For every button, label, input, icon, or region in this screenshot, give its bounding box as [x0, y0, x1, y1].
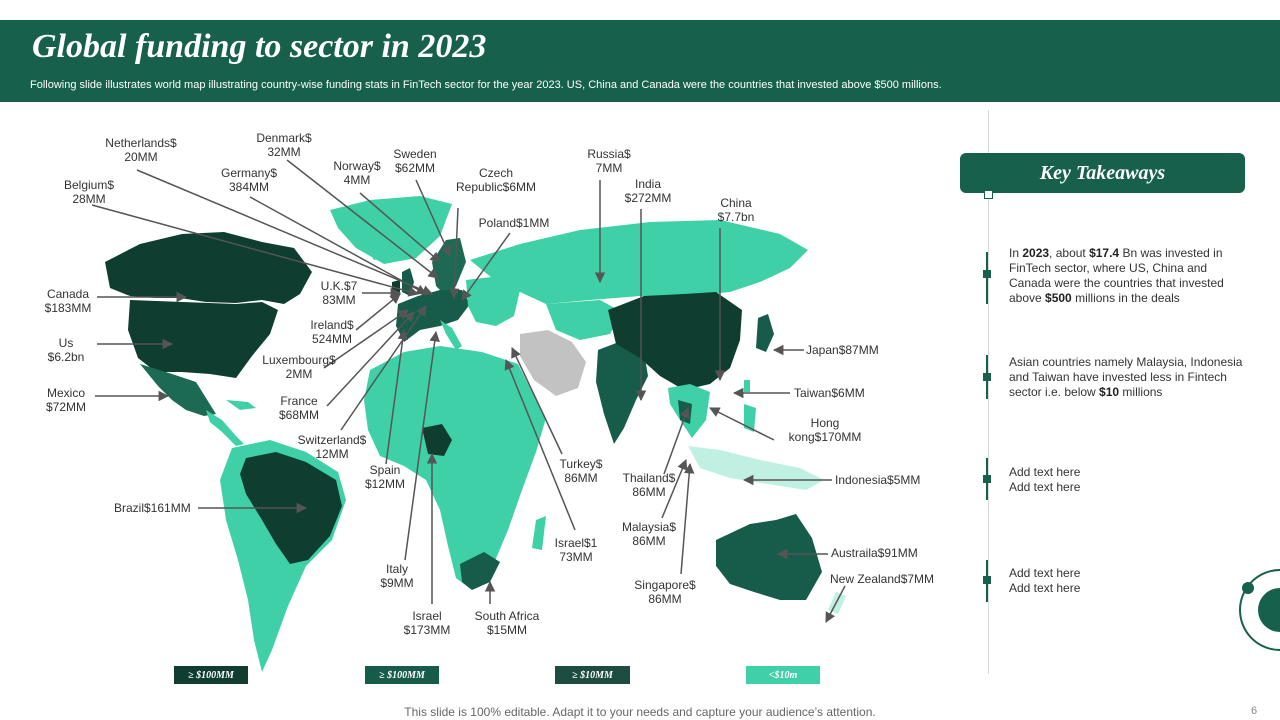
label-mexico: Mexico $72MM [45, 386, 87, 414]
label-hongkong: Hong kong$170MM [788, 416, 862, 444]
takeaway-4: Add text here Add text here [1009, 566, 1081, 595]
label-ireland: Ireland$ 524MM [310, 318, 354, 346]
africa-shape [364, 346, 546, 590]
nigeria-shape [422, 424, 452, 456]
label-brazil: Brazil$161MM [114, 501, 191, 515]
ireland-shape [392, 280, 400, 292]
label-new-zealand: New Zealand$7MM [830, 572, 935, 586]
timeline-dot-3 [983, 475, 991, 483]
greenland-shape [330, 196, 452, 264]
label-russia: Russia$ 7MM [587, 147, 631, 175]
label-norway: Norway$ 4MM [333, 159, 381, 187]
label-italy: Italy $9MM [380, 562, 414, 590]
label-australia: Austraila$91MM [831, 546, 918, 560]
label-switzerland: Switzerland$ 12MM [297, 433, 367, 461]
legend-item-4: <$10m [746, 666, 820, 684]
australia-shape [716, 514, 822, 600]
south-africa-shape [460, 552, 500, 590]
takeaway-1: In 2023, about $17.4 Bn was invested in … [1009, 246, 1224, 305]
taiwan-shape [744, 380, 750, 392]
new-zealand-shape [828, 592, 846, 614]
world-map [91, 159, 846, 672]
header-bar: Global funding to sector in 2023 Followi… [0, 20, 1280, 102]
takeaway-3: Add text here Add text here [1009, 465, 1081, 494]
label-belgium: Belgium$ 28MM [63, 178, 115, 206]
legend-item-2: ≥ $100MM [365, 666, 439, 684]
label-france: France $68MM [278, 394, 320, 422]
scandinavia-shape [432, 238, 466, 296]
legend-item-1: ≥ $100MM [174, 666, 248, 684]
takeaway-2: Asian countries namely Malaysia, Indones… [1009, 355, 1243, 399]
label-singapore: Singapore$ 86MM [634, 578, 696, 606]
philippines-shape [744, 404, 756, 432]
label-japan: Japan$87MM [806, 343, 879, 357]
thailand-shape [678, 400, 692, 424]
central-america-shape [206, 410, 244, 446]
label-uk: U.K.$7 83MM [320, 279, 358, 307]
canada-shape [105, 232, 312, 304]
label-sweden: Sweden $62MM [393, 147, 437, 175]
legend-item-3: ≥ $10MM [555, 666, 630, 684]
label-turkey: Turkey$ 86MM [559, 457, 603, 485]
decorative-circle [1239, 569, 1280, 651]
caribbean-shape [226, 400, 256, 410]
usa-shape [128, 300, 278, 378]
india-shape [596, 340, 648, 444]
label-luxembourg: Luxembourg$ 2MM [262, 353, 336, 381]
russia-shape [470, 220, 808, 304]
central-asia-shape [546, 300, 622, 340]
label-germany: Germany$ 384MM [220, 166, 278, 194]
label-denmark: Denmark$ 32MM [256, 131, 312, 159]
japan-shape [756, 314, 774, 352]
label-israel-2: Israel $173MM [403, 609, 451, 637]
label-south-africa: South Africa $15MM [474, 609, 540, 637]
timeline-dot-2 [983, 373, 991, 381]
slide-title: Global funding to sector in 2023 [32, 28, 487, 65]
key-takeaways-header: Key Takeaways [960, 153, 1245, 193]
label-thailand: Thailand$ 86MM [622, 471, 676, 499]
label-malaysia: Malaysia$ 86MM [621, 520, 677, 548]
label-czech: Czech Republic$6MM [455, 166, 537, 194]
label-indonesia: Indonesia$5MM [835, 473, 921, 487]
madagascar-shape [532, 516, 546, 550]
italy-shape [440, 320, 462, 350]
label-us: Us $6.2bn [47, 336, 85, 364]
label-spain: Spain $12MM [364, 463, 406, 491]
timeline-bar-1 [986, 252, 988, 304]
label-taiwan: Taiwan$6MM [794, 386, 865, 400]
western-europe-shape [396, 290, 470, 342]
middle-east-shape [520, 330, 586, 396]
footer-note: This slide is 100% editable. Adapt it to… [404, 705, 876, 719]
label-israel-1: Israel$1 73MM [554, 536, 598, 564]
label-china: China $7.7bn [717, 196, 755, 224]
eastern-europe-shape [466, 276, 520, 326]
iceland-shape [368, 248, 390, 260]
indonesia-shape [688, 446, 824, 490]
label-poland: Poland$1MM [478, 216, 550, 230]
timeline-dot-1 [983, 270, 991, 278]
mexico-shape [140, 364, 216, 416]
label-india: India $272MM [624, 177, 672, 205]
label-netherlands: Netherlands$ 20MM [105, 136, 177, 164]
divider-line [988, 110, 989, 674]
timeline-node [984, 190, 993, 199]
page-number: 6 [1251, 705, 1258, 717]
timeline-dot-4 [983, 576, 991, 584]
slide-subtitle: Following slide illustrates world map il… [30, 79, 942, 91]
label-canada: Canada $183MM [44, 287, 92, 315]
